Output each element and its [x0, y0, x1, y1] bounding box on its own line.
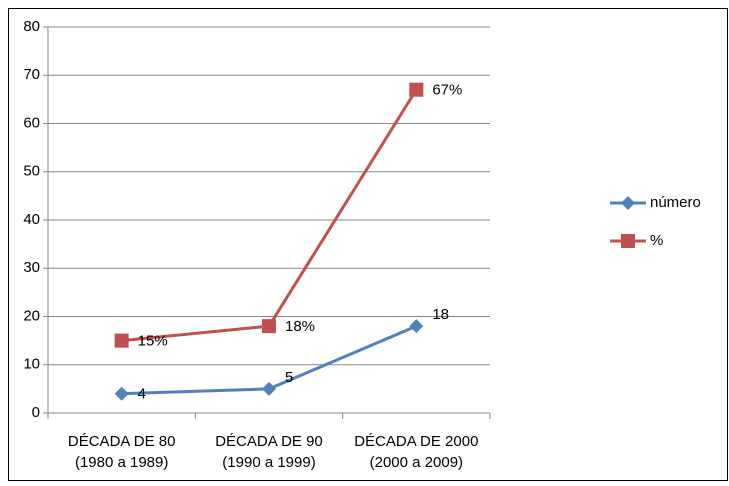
data-label: 18: [432, 306, 449, 323]
y-tick-label: 70: [23, 66, 40, 83]
legend-marker: [621, 196, 635, 210]
data-point: [114, 333, 129, 348]
data-point: [262, 319, 276, 334]
y-tick-label: 60: [23, 114, 40, 131]
y-tick-label: 30: [23, 259, 40, 276]
chart-frame: [8, 8, 728, 481]
y-tick-label: 20: [23, 307, 40, 324]
y-tick-label: 10: [23, 356, 40, 373]
data-label: 4: [138, 386, 146, 403]
x-tick-label: DÉCADA DE 90: [215, 433, 323, 450]
data-point: [409, 82, 424, 97]
data-point: [262, 381, 276, 396]
data-point: [409, 319, 424, 334]
y-tick-label: 40: [23, 211, 40, 228]
y-tick-label: 50: [23, 163, 40, 180]
data-point: [114, 386, 129, 401]
data-label: 15%: [138, 333, 168, 350]
legend-marker: [621, 234, 635, 248]
y-tick-label: 0: [32, 404, 40, 421]
x-tick-label: (2000 a 2009): [370, 454, 463, 471]
x-tick-label: (1990 a 1999): [222, 454, 315, 471]
data-label: 67%: [432, 82, 462, 99]
legend-label: número: [650, 194, 701, 211]
legend-label: %: [650, 232, 663, 249]
y-tick-label: 80: [23, 18, 40, 35]
x-tick-label: DÉCADA DE 2000: [354, 433, 478, 450]
data-label: 18%: [285, 318, 315, 335]
x-tick-label: (1980 a 1989): [75, 454, 168, 471]
data-label: 5: [285, 369, 293, 386]
x-tick-label: DÉCADA DE 80: [68, 433, 176, 450]
